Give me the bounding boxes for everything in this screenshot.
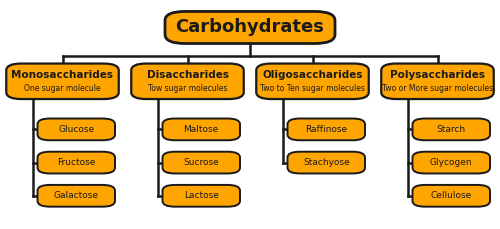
- FancyBboxPatch shape: [131, 63, 244, 99]
- Text: Two to Ten sugar molecules: Two to Ten sugar molecules: [260, 84, 365, 93]
- Text: Maltose: Maltose: [184, 125, 219, 134]
- Text: Disaccharides: Disaccharides: [146, 70, 228, 80]
- FancyBboxPatch shape: [412, 152, 490, 174]
- FancyBboxPatch shape: [38, 119, 115, 140]
- FancyBboxPatch shape: [38, 152, 115, 174]
- Text: Raffinose: Raffinose: [305, 125, 348, 134]
- Text: Carbohydrates: Carbohydrates: [176, 19, 324, 36]
- Text: Galactose: Galactose: [54, 191, 99, 200]
- Text: Fructose: Fructose: [57, 158, 96, 167]
- Text: Two or More sugar molecules: Two or More sugar molecules: [382, 84, 493, 93]
- Text: Cellulose: Cellulose: [430, 191, 472, 200]
- FancyBboxPatch shape: [165, 11, 335, 44]
- FancyBboxPatch shape: [162, 119, 240, 140]
- Text: Oligosaccharides: Oligosaccharides: [262, 70, 363, 80]
- FancyBboxPatch shape: [382, 63, 494, 99]
- FancyBboxPatch shape: [162, 152, 240, 174]
- FancyBboxPatch shape: [288, 119, 365, 140]
- Text: One sugar molecule: One sugar molecule: [24, 84, 101, 93]
- FancyBboxPatch shape: [412, 119, 490, 140]
- Text: Tow sugar molecules: Tow sugar molecules: [148, 84, 227, 93]
- Text: Glycogen: Glycogen: [430, 158, 472, 167]
- Text: Monosaccharides: Monosaccharides: [12, 70, 114, 80]
- Text: Polysaccharides: Polysaccharides: [390, 70, 485, 80]
- Text: Glucose: Glucose: [58, 125, 94, 134]
- FancyBboxPatch shape: [412, 185, 490, 207]
- FancyBboxPatch shape: [6, 63, 119, 99]
- Text: Lactose: Lactose: [184, 191, 218, 200]
- FancyBboxPatch shape: [256, 63, 368, 99]
- FancyBboxPatch shape: [288, 152, 365, 174]
- Text: Starch: Starch: [436, 125, 466, 134]
- FancyBboxPatch shape: [38, 185, 115, 207]
- Text: Sucrose: Sucrose: [184, 158, 219, 167]
- FancyBboxPatch shape: [162, 185, 240, 207]
- Text: Stachyose: Stachyose: [303, 158, 350, 167]
